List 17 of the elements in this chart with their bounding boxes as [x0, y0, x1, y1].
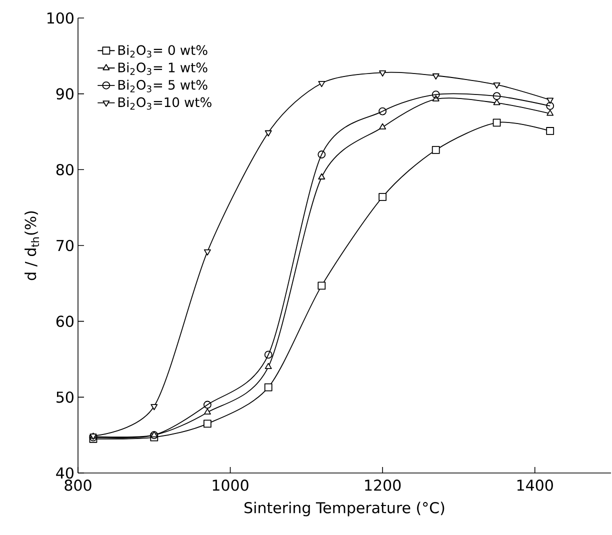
y-tick-label: 50	[56, 391, 74, 403]
legend-label: Bi$_{2}$O$_{3}$= 1 wt%	[118, 62, 208, 75]
x-tick-label: 800	[64, 480, 92, 491]
x-tick-label: 1400	[517, 480, 553, 491]
x-tick-label: 1200	[365, 480, 401, 491]
y-tick-label: 90	[56, 88, 74, 100]
y-tick-label: 40	[56, 467, 74, 479]
x-tick-label: 1000	[212, 480, 248, 491]
x-axis-title: Sintering Temperature (°C)	[244, 502, 444, 516]
legend-label: Bi$_{2}$O$_{3}$= 0 wt%	[118, 44, 208, 58]
y-tick-label: 80	[56, 164, 74, 176]
y-axis-title: d / d$_{th}$(%)	[24, 211, 39, 280]
y-tick-label: 70	[56, 240, 74, 252]
legend-label: Bi$_{2}$O$_{3}$= 5 wt%	[118, 80, 208, 92]
legend-label: Bi$_{2}$O$_{3}$=10 wt%	[118, 97, 212, 110]
y-tick-label: 100	[47, 12, 74, 24]
y-tick-label: 60	[56, 316, 74, 328]
